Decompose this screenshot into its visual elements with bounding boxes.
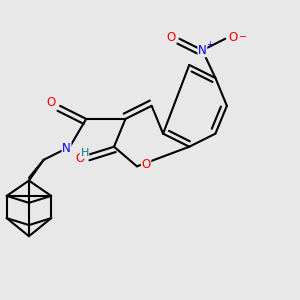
Text: O: O bbox=[75, 152, 84, 165]
Text: O: O bbox=[141, 158, 151, 171]
Text: O: O bbox=[46, 96, 56, 109]
Text: N: N bbox=[62, 142, 71, 155]
Text: −: − bbox=[239, 32, 247, 42]
Text: O: O bbox=[167, 31, 176, 44]
Text: +: + bbox=[206, 40, 213, 49]
Text: N: N bbox=[198, 44, 207, 57]
Text: O: O bbox=[229, 31, 238, 44]
Text: H: H bbox=[80, 148, 89, 158]
